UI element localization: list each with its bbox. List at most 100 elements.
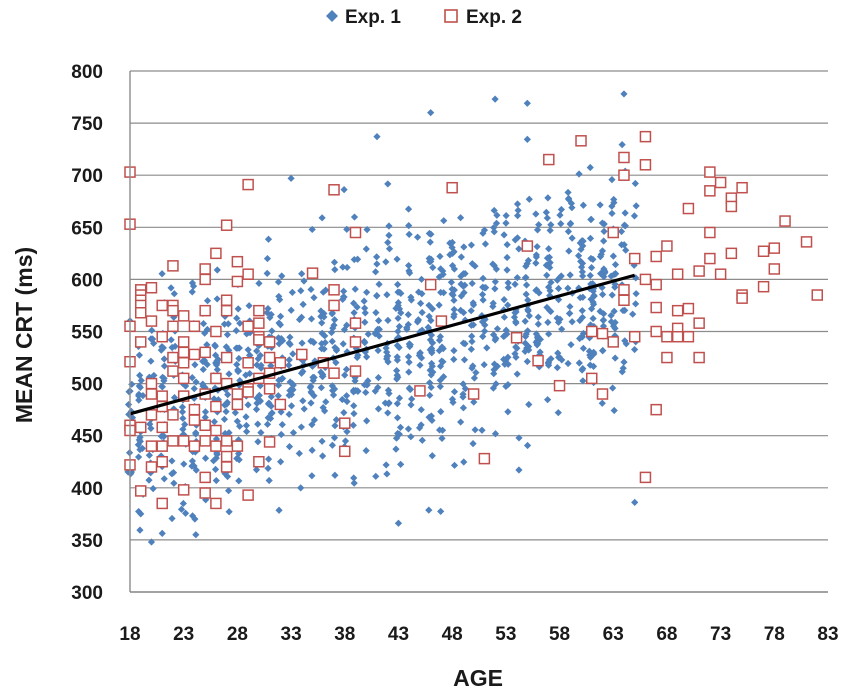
exp1-point	[468, 260, 476, 268]
exp2-point	[263, 351, 276, 364]
exp1-point	[607, 318, 616, 326]
exp1-point	[630, 345, 639, 354]
exp1-point	[490, 366, 498, 374]
exp1-point	[243, 427, 251, 436]
exp1-point	[405, 230, 413, 238]
exp1-point	[489, 260, 497, 268]
exp2-point	[693, 351, 705, 364]
exp1-point	[394, 314, 402, 322]
exp1-point	[568, 204, 576, 212]
exp1-point	[382, 344, 390, 352]
exp1-point	[609, 252, 617, 260]
exp1-point	[554, 318, 563, 326]
exp1-point	[587, 305, 596, 313]
axes	[129, 71, 828, 593]
exp1-point	[396, 423, 405, 432]
exp2-point	[510, 332, 523, 344]
exp1-point	[500, 332, 508, 341]
exp1-point	[213, 295, 221, 303]
exp1-point	[286, 386, 294, 395]
exp1-point	[579, 237, 587, 245]
exp1-point	[521, 274, 529, 282]
exp1-point	[211, 384, 219, 392]
exp1-point	[384, 409, 392, 417]
exp1-point	[450, 347, 458, 355]
exp1-point	[511, 236, 519, 244]
exp1-point	[213, 449, 221, 457]
exp1-point	[610, 307, 618, 315]
exp1-point	[544, 261, 552, 269]
exp2-point	[156, 299, 168, 312]
exp1-point	[405, 368, 413, 376]
exp2-point	[167, 260, 179, 272]
exp2-point	[167, 409, 179, 421]
exp2-point	[177, 484, 190, 496]
exp1-point	[479, 296, 487, 304]
exp1-point	[340, 186, 348, 194]
exp1-point	[343, 397, 351, 406]
exp1-point	[254, 438, 262, 446]
exp1-point	[393, 414, 402, 422]
exp1-point	[320, 313, 328, 321]
exp1-point	[513, 234, 522, 242]
exp1-point	[600, 220, 608, 228]
exp2-point	[736, 292, 748, 304]
exp1-point	[201, 329, 209, 337]
exp1-point	[277, 408, 285, 416]
exp1-point	[213, 357, 221, 365]
exp2-point	[199, 273, 211, 286]
exp2-point	[693, 317, 705, 329]
exp1-point	[510, 313, 519, 321]
exp1-point	[135, 507, 143, 516]
exp2-point	[704, 166, 716, 178]
exp1-point	[438, 434, 446, 443]
exp1-point	[225, 508, 233, 516]
exp1-point	[307, 382, 315, 390]
x-tick-label: 73	[710, 624, 731, 645]
exp1-point	[492, 380, 500, 388]
exp1-point	[436, 376, 444, 384]
exp1-point	[579, 329, 588, 338]
exp1-point	[192, 378, 200, 386]
exp2-point	[478, 452, 491, 465]
exp1-point	[353, 353, 361, 362]
exp1-point	[268, 327, 276, 335]
exp2-point	[145, 377, 158, 390]
exp1-point	[363, 226, 371, 234]
exp1-point	[460, 356, 469, 364]
exp1-point	[575, 359, 583, 367]
exp1-point	[235, 456, 243, 464]
exp1-point	[416, 299, 425, 307]
exp1-point	[565, 195, 573, 203]
exp1-point	[213, 366, 221, 374]
exp1-point	[491, 95, 499, 103]
exp1-point	[534, 320, 542, 328]
exp1-point	[299, 367, 307, 376]
exp2-point	[446, 181, 458, 194]
exp1-point	[478, 426, 486, 434]
exp1-point	[490, 224, 498, 232]
exp1-point	[353, 255, 362, 263]
exp1-point	[310, 294, 318, 302]
exp1-point	[145, 451, 153, 459]
exp1-point	[553, 314, 561, 322]
exp1-point	[427, 255, 435, 263]
exp1-point	[300, 405, 308, 413]
exp1-point	[438, 343, 446, 351]
exp1-point	[222, 343, 230, 351]
exp1-point	[500, 355, 508, 363]
exp1-point	[384, 180, 392, 188]
exp1-point	[607, 311, 615, 320]
exp1-point	[460, 243, 468, 251]
exp1-point	[554, 295, 563, 304]
exp2-point	[177, 336, 190, 348]
exp1-point	[493, 325, 502, 333]
exp1-point	[479, 229, 487, 237]
exp1-point	[427, 383, 435, 391]
exp1-point	[576, 316, 584, 325]
exp1-point	[513, 200, 522, 208]
exp1-point	[287, 306, 295, 314]
exp1-point	[295, 449, 303, 458]
exp1-point	[255, 279, 263, 287]
exp1-point	[524, 296, 532, 304]
